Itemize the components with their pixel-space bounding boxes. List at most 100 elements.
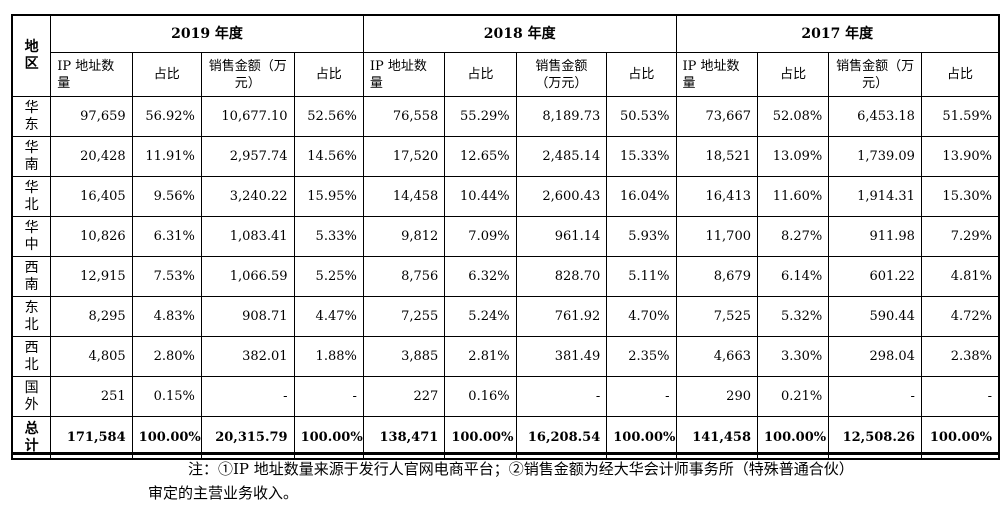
value-cell: 382.01: [200, 336, 295, 377]
value-cell: 298.04: [828, 336, 922, 377]
col-share: 占比: [131, 52, 202, 97]
value-cell: 11,700: [675, 216, 759, 257]
value-cell: 1,739.09: [828, 136, 922, 177]
value-cell: 97,659: [50, 96, 133, 137]
region-cell: 东北: [11, 296, 52, 337]
table-row: 西南 12,915 7.53% 1,066.59 5.25% 8,756 6.32% 828.…: [11, 256, 1000, 297]
data-table-wrapper: 地区 2019 年度 2018 年度 2017 年度 IP 地址数量 占比 销售…: [11, 14, 1000, 460]
value-cell: 15.95%: [293, 176, 364, 217]
value-cell: 8,756: [362, 256, 446, 297]
value-cell: 2.80%: [131, 336, 202, 377]
value-cell: 6.31%: [131, 216, 202, 257]
value-cell: 12.65%: [444, 136, 517, 177]
value-cell: -: [920, 376, 1000, 417]
value-cell: 381.49: [515, 336, 608, 377]
value-cell: 290: [675, 376, 759, 417]
value-cell: 16,413: [675, 176, 759, 217]
value-cell: 52.56%: [293, 96, 364, 137]
value-cell: 17,520: [362, 136, 446, 177]
col-ip-count: IP 地址数量: [50, 52, 133, 97]
value-cell: 1.88%: [293, 336, 364, 377]
value-cell: 56.92%: [131, 96, 202, 137]
table-row: 东北 8,295 4.83% 908.71 4.47% 7,255 5.24% 761.92 4…: [11, 296, 1000, 337]
value-cell: 8.27%: [756, 216, 830, 257]
value-cell: 8,679: [675, 256, 759, 297]
year-header-2017: 2017 年度: [675, 14, 1000, 53]
value-cell: 15.33%: [606, 136, 677, 177]
value-cell: 50.53%: [606, 96, 677, 137]
value-cell: 4.81%: [920, 256, 1000, 297]
value-cell: -: [515, 376, 608, 417]
value-cell: 911.98: [828, 216, 922, 257]
value-cell: -: [606, 376, 677, 417]
value-cell: 18,521: [675, 136, 759, 177]
col-sales: 销售金额（万元）: [200, 52, 295, 97]
year-header-2018: 2018 年度: [362, 14, 677, 53]
value-cell: 9.56%: [131, 176, 202, 217]
value-cell: 590.44: [828, 296, 922, 337]
col-share: 占比: [606, 52, 677, 97]
value-cell: 2.81%: [444, 336, 517, 377]
region-cell: 华东: [11, 96, 52, 137]
value-cell: 12,915: [50, 256, 133, 297]
region-cell: 国外: [11, 376, 52, 417]
value-cell: 15.30%: [920, 176, 1000, 217]
value-cell: 14,458: [362, 176, 446, 217]
value-cell: 2.35%: [606, 336, 677, 377]
value-cell: 7,255: [362, 296, 446, 337]
value-cell: 3,885: [362, 336, 446, 377]
value-cell: 4.47%: [293, 296, 364, 337]
value-cell: 2,600.43: [515, 176, 608, 217]
value-cell: 0.21%: [756, 376, 830, 417]
table-row: 华中 10,826 6.31% 1,083.41 5.33% 9,812 7.09% 961.…: [11, 216, 1000, 257]
value-cell: 11.91%: [131, 136, 202, 177]
value-cell: 7,525: [675, 296, 759, 337]
value-cell: 1,066.59: [200, 256, 295, 297]
table-bottom-rule: [11, 452, 1000, 455]
col-share: 占比: [756, 52, 830, 97]
col-sales: 销售金额（万元）: [828, 52, 922, 97]
value-cell: 6.14%: [756, 256, 830, 297]
value-cell: 6.32%: [444, 256, 517, 297]
value-cell: 5.24%: [444, 296, 517, 337]
value-cell: 828.70: [515, 256, 608, 297]
value-cell: 20,428: [50, 136, 133, 177]
value-cell: 4,805: [50, 336, 133, 377]
value-cell: 5.32%: [756, 296, 830, 337]
value-cell: 10,826: [50, 216, 133, 257]
col-share: 占比: [293, 52, 364, 97]
regional-sales-table: 地区 2019 年度 2018 年度 2017 年度 IP 地址数量 占比 销售…: [11, 14, 1000, 460]
year-header-2019: 2019 年度: [50, 14, 364, 53]
value-cell: 16.04%: [606, 176, 677, 217]
value-cell: 10.44%: [444, 176, 517, 217]
value-cell: 2,485.14: [515, 136, 608, 177]
value-cell: 9,812: [362, 216, 446, 257]
value-cell: 8,189.73: [515, 96, 608, 137]
value-cell: 761.92: [515, 296, 608, 337]
value-cell: 8,295: [50, 296, 133, 337]
table-row: 华北 16,405 9.56% 3,240.22 15.95% 14,458 10.44% 2…: [11, 176, 1000, 217]
region-cell: 西北: [11, 336, 52, 377]
value-cell: 7.29%: [920, 216, 1000, 257]
value-cell: 16,405: [50, 176, 133, 217]
value-cell: 14.56%: [293, 136, 364, 177]
col-sales: 销售金额（万元）: [515, 52, 608, 97]
value-cell: 4.72%: [920, 296, 1000, 337]
value-cell: 5.93%: [606, 216, 677, 257]
value-cell: 55.29%: [444, 96, 517, 137]
value-cell: 5.25%: [293, 256, 364, 297]
value-cell: 251: [50, 376, 133, 417]
table-row: 华东 97,659 56.92% 10,677.10 52.56% 76,558 55.29…: [11, 96, 1000, 137]
col-share: 占比: [444, 52, 517, 97]
value-cell: 227: [362, 376, 446, 417]
value-cell: 0.16%: [444, 376, 517, 417]
col-ip-count: IP 地址数量: [675, 52, 759, 97]
region-cell: 西南: [11, 256, 52, 297]
footnote: 注：①IP 地址数量来源于发行人官网电商平台；②销售金额为经大华会计师事务所（特…: [148, 460, 854, 502]
value-cell: 76,558: [362, 96, 446, 137]
value-cell: 7.09%: [444, 216, 517, 257]
value-cell: -: [828, 376, 922, 417]
value-cell: 0.15%: [131, 376, 202, 417]
value-cell: 3.30%: [756, 336, 830, 377]
region-cell: 华北: [11, 176, 52, 217]
